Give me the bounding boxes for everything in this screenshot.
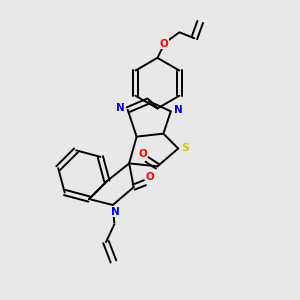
Text: O: O xyxy=(145,172,154,182)
Text: N: N xyxy=(111,206,120,217)
Text: O: O xyxy=(138,149,147,159)
Text: N: N xyxy=(116,103,125,113)
Text: O: O xyxy=(160,39,168,49)
Text: S: S xyxy=(181,143,189,153)
Text: N: N xyxy=(174,105,183,115)
